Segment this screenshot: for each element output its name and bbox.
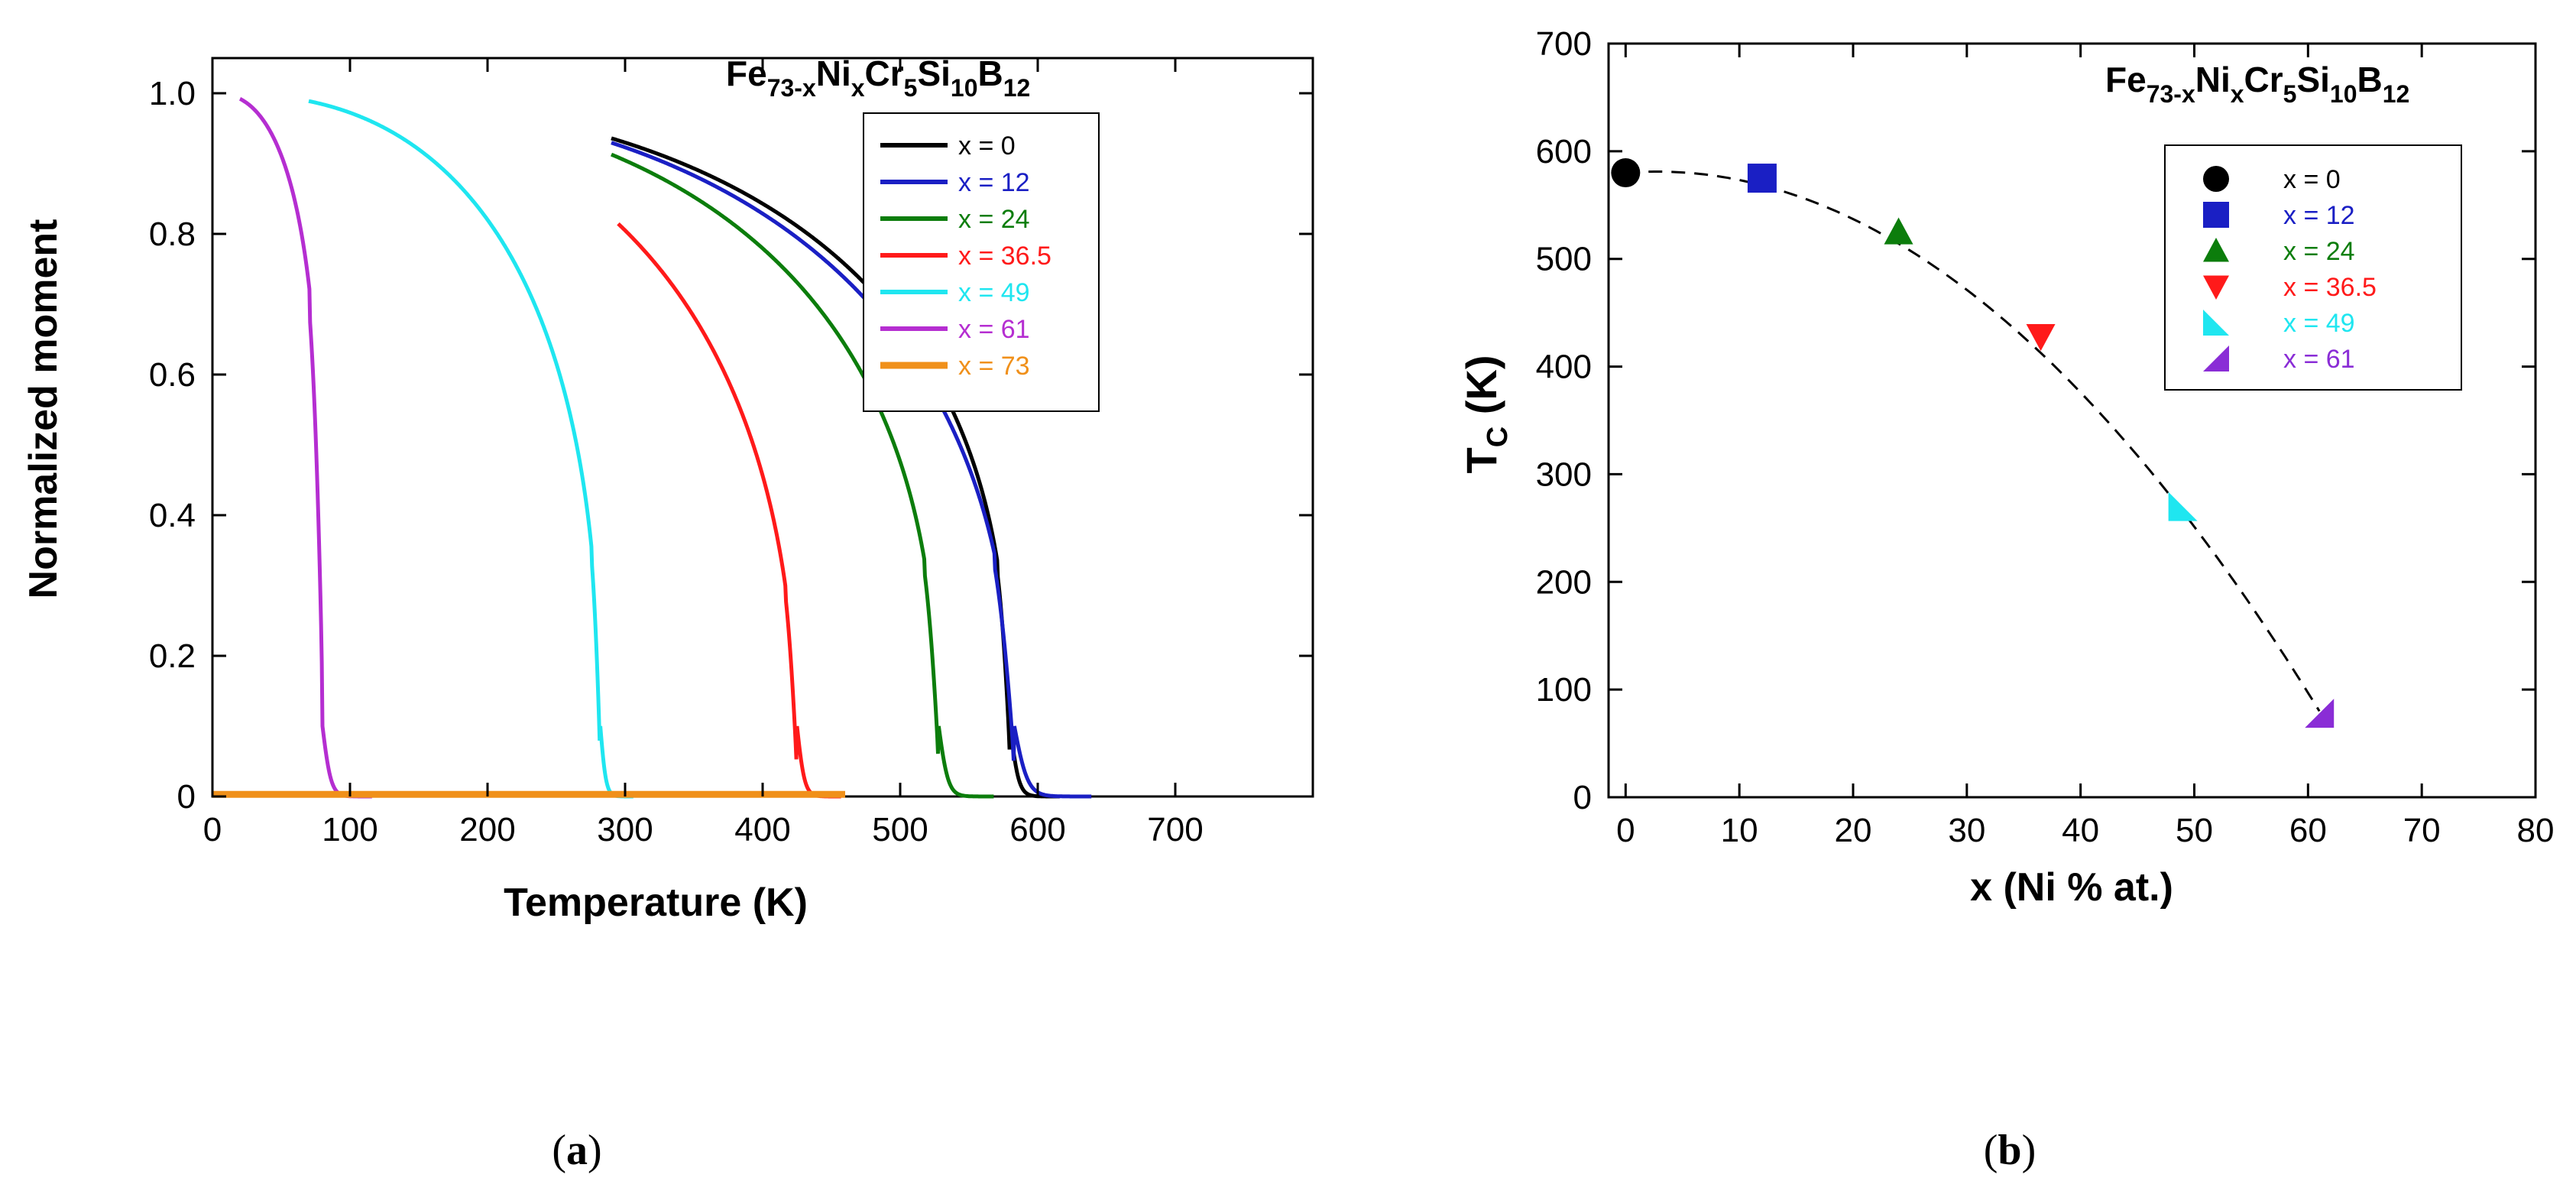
y-tick-label: 0.2 xyxy=(149,637,196,675)
legend-label: x = 73 xyxy=(958,352,1030,381)
panel-a-caption: (a) xyxy=(552,1127,601,1174)
panel-a-legend-items: x = 0 x = 12 x = 24 x = 36.5 x = 49 x = 61 x =… xyxy=(880,131,1051,381)
legend-label: x = 0 xyxy=(958,131,1016,161)
legend-label: x = 49 xyxy=(2283,309,2355,338)
data-point-6 xyxy=(2305,699,2335,728)
data-point-2 xyxy=(1747,164,1777,193)
x-tick-label: 80 xyxy=(2517,812,2555,849)
legend-marker xyxy=(2203,238,2229,262)
series-line-4 xyxy=(617,222,841,799)
legend-label: x = 24 xyxy=(2283,237,2355,266)
series-line-5 xyxy=(308,99,633,799)
series-line-1 xyxy=(611,136,1060,799)
series-line-3 xyxy=(610,152,994,799)
legend-marker xyxy=(2203,310,2229,336)
legend-label: x = 36.5 xyxy=(958,242,1051,271)
y-tick-label: 500 xyxy=(1536,241,1592,278)
y-tick-label: 0 xyxy=(1573,779,1592,816)
legend-label: x = 12 xyxy=(958,168,1030,197)
x-tick-label: 30 xyxy=(1948,812,1985,849)
x-tick-label: 700 xyxy=(1147,811,1203,848)
y-tick-label: 0.8 xyxy=(149,216,196,253)
legend-label: x = 36.5 xyxy=(2283,273,2377,302)
y-tick-label: 100 xyxy=(1536,671,1592,709)
y-tick-label: 1.0 xyxy=(149,75,196,112)
legend-marker xyxy=(2203,275,2229,300)
panel-a-x-axis-title: Temperature (K) xyxy=(504,881,808,925)
panel-a-y-axis-title: Normalized moment xyxy=(21,219,66,599)
legend-marker xyxy=(2203,166,2229,192)
panel-b-x-axis-title: x (Ni % at.) xyxy=(1970,865,2173,910)
data-point-5 xyxy=(2168,491,2198,521)
x-tick-label: 60 xyxy=(2289,812,2327,849)
y-tick-label: 0 xyxy=(177,778,196,816)
y-tick-label: 200 xyxy=(1536,563,1592,601)
panel-b-y-axis-title: TC (K) xyxy=(1457,355,1514,474)
data-point-1 xyxy=(1611,158,1641,188)
legend-label: x = 61 xyxy=(2283,345,2355,374)
y-tick-label: 300 xyxy=(1536,456,1592,493)
legend-label: x = 12 xyxy=(2283,201,2355,230)
x-tick-label: 40 xyxy=(2062,812,2099,849)
x-tick-label: 200 xyxy=(459,811,515,848)
panel-a-legend xyxy=(863,112,1100,412)
x-tick-label: 10 xyxy=(1721,812,1758,849)
panel-b-points xyxy=(1611,158,2335,728)
y-tick-label: 0.6 xyxy=(149,356,196,394)
series-line-2 xyxy=(611,141,1092,799)
panel-a-formula: Fe73-xNixCr5Si10B12 xyxy=(726,54,1030,102)
panel-b-plot-frame xyxy=(1607,42,2537,799)
panel-a-ticks: 0 100 200 300 400 500 600 700 0 0.2 0.4 0.6 0.8 1.0 xyxy=(149,58,1313,848)
x-tick-label: 0 xyxy=(203,811,222,848)
x-tick-label: 20 xyxy=(1835,812,1872,849)
y-tick-label: 600 xyxy=(1536,133,1592,170)
panel-b-formula: Fe73-xNixCr5Si10B12 xyxy=(2105,60,2409,108)
y-tick-label: 700 xyxy=(1536,25,1592,63)
x-tick-label: 300 xyxy=(597,811,653,848)
x-tick-label: 100 xyxy=(322,811,377,848)
legend-marker xyxy=(2203,202,2229,228)
x-tick-label: 0 xyxy=(1616,812,1635,849)
panel-b-caption: (b) xyxy=(1984,1127,2036,1174)
legend-label: x = 24 xyxy=(958,205,1030,234)
panel-b-legend-items: x = 0 x = 12 x = 24 x = 36.5 x = 49 x = 61 xyxy=(2203,165,2377,374)
panel-a-curves xyxy=(212,97,1092,799)
panel-b-fit-curve xyxy=(1625,170,2321,712)
legend-label: x = 0 xyxy=(2283,165,2341,194)
data-point-4 xyxy=(2026,323,2056,352)
panel-b: 0 10 20 30 40 50 60 70 800100200300400500600700 … xyxy=(1457,25,2554,1174)
legend-label: x = 61 xyxy=(958,315,1030,344)
legend-label: x = 49 xyxy=(958,278,1030,307)
y-tick-label: 0.4 xyxy=(149,497,196,534)
x-tick-label: 600 xyxy=(1009,811,1065,848)
x-tick-label: 70 xyxy=(2403,812,2441,849)
x-tick-label: 50 xyxy=(2176,812,2213,849)
x-tick-label: 500 xyxy=(872,811,928,848)
legend-marker xyxy=(2203,345,2229,371)
y-tick-label: 400 xyxy=(1536,349,1592,386)
panel-a-plot-frame xyxy=(211,57,1314,798)
data-point-3 xyxy=(1884,217,1913,245)
panel-a: 0 100 200 300 400 500 600 700 0 0.2 0.4 0.6 0.8 1.0 F… xyxy=(21,54,1314,1174)
panel-b-ticks: 0 10 20 30 40 50 60 70 80 0 100 200 300 400 500 600 700 xyxy=(1536,25,2555,849)
x-tick-label: 400 xyxy=(734,811,790,848)
series-line-6 xyxy=(238,97,372,799)
